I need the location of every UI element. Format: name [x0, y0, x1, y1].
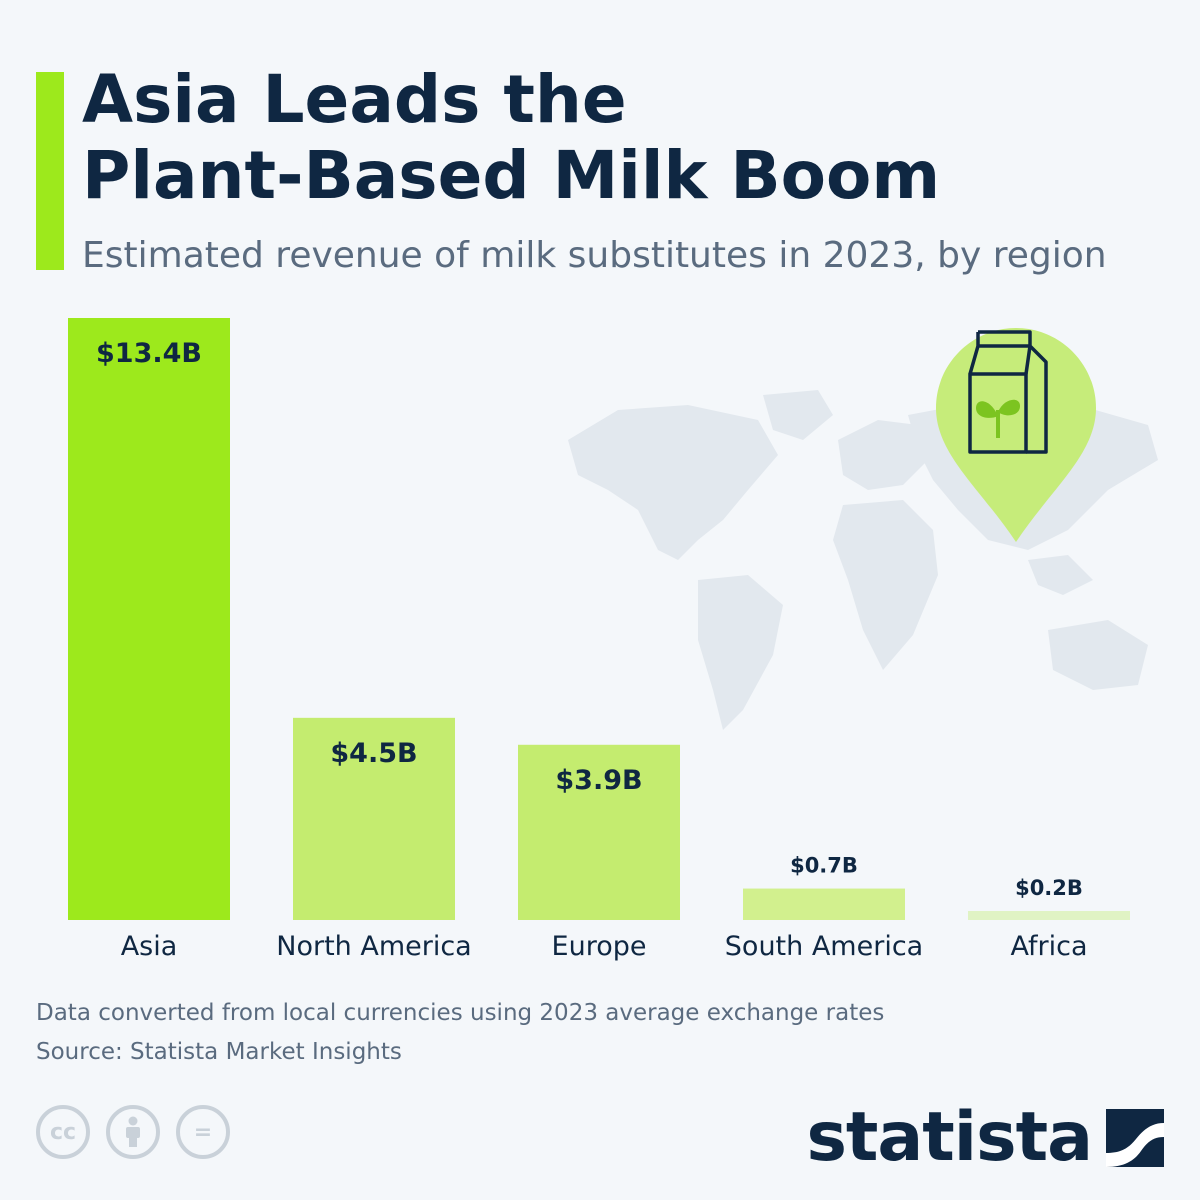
bar-europe: [518, 744, 680, 920]
sprout-icon: [976, 399, 1020, 438]
value-label: $0.7B: [790, 854, 858, 878]
milk-carton-icon: [968, 330, 1048, 454]
person-icon: [126, 1116, 140, 1147]
map-africa: [833, 500, 938, 670]
statista-logo[interactable]: statista: [806, 1098, 1164, 1178]
value-label: $3.9B: [555, 765, 642, 796]
license-icons: cc =: [36, 1105, 230, 1159]
bar-asia: [68, 318, 230, 920]
map-europe: [838, 420, 928, 490]
map-south-america: [698, 575, 783, 730]
map-australia: [1048, 620, 1148, 690]
value-label: $4.5B: [330, 738, 417, 769]
category-label: Europe: [552, 931, 647, 962]
no-derivatives-icon[interactable]: =: [176, 1105, 230, 1159]
world-map-icon: [568, 390, 1158, 730]
attribution-icon[interactable]: [106, 1105, 160, 1159]
title-line-2: Plant-Based Milk Boom: [82, 137, 941, 214]
category-label: Asia: [121, 931, 178, 962]
map-southeast-asia: [1028, 555, 1093, 595]
value-label: $0.2B: [1015, 876, 1083, 900]
category-label: North America: [276, 931, 471, 962]
cc-glyph: cc: [49, 1119, 77, 1145]
map-north-america: [568, 405, 778, 560]
bar-chart: $13.4B $4.5B $3.9B $0.7B $0.2B Asia North Ame…: [68, 318, 1130, 962]
milk-carton-pin-icon: [936, 328, 1096, 542]
bar-south-america: [743, 888, 905, 920]
chart-title: Asia Leads the Plant-Based Milk Boom: [82, 62, 1162, 214]
equals-glyph: =: [193, 1119, 213, 1145]
statista-logo-text: statista: [806, 1098, 1093, 1177]
map-greenland: [763, 390, 833, 440]
chart-subtitle: Estimated revenue of milk substitutes in…: [82, 235, 1107, 276]
statista-logo-icon: [1106, 1109, 1164, 1167]
source-note: Source: Statista Market Insights: [36, 1039, 402, 1065]
bar-north-america: [293, 717, 455, 920]
value-label: $13.4B: [96, 338, 202, 369]
category-label: Africa: [1010, 931, 1087, 962]
cc-icon[interactable]: cc: [36, 1105, 90, 1159]
bar-africa: [968, 911, 1130, 920]
title-line-1: Asia Leads the: [82, 61, 627, 138]
exchange-rate-note: Data converted from local currencies usi…: [36, 1000, 885, 1026]
title-accent-bar: [36, 72, 64, 270]
category-label: South America: [725, 931, 923, 962]
